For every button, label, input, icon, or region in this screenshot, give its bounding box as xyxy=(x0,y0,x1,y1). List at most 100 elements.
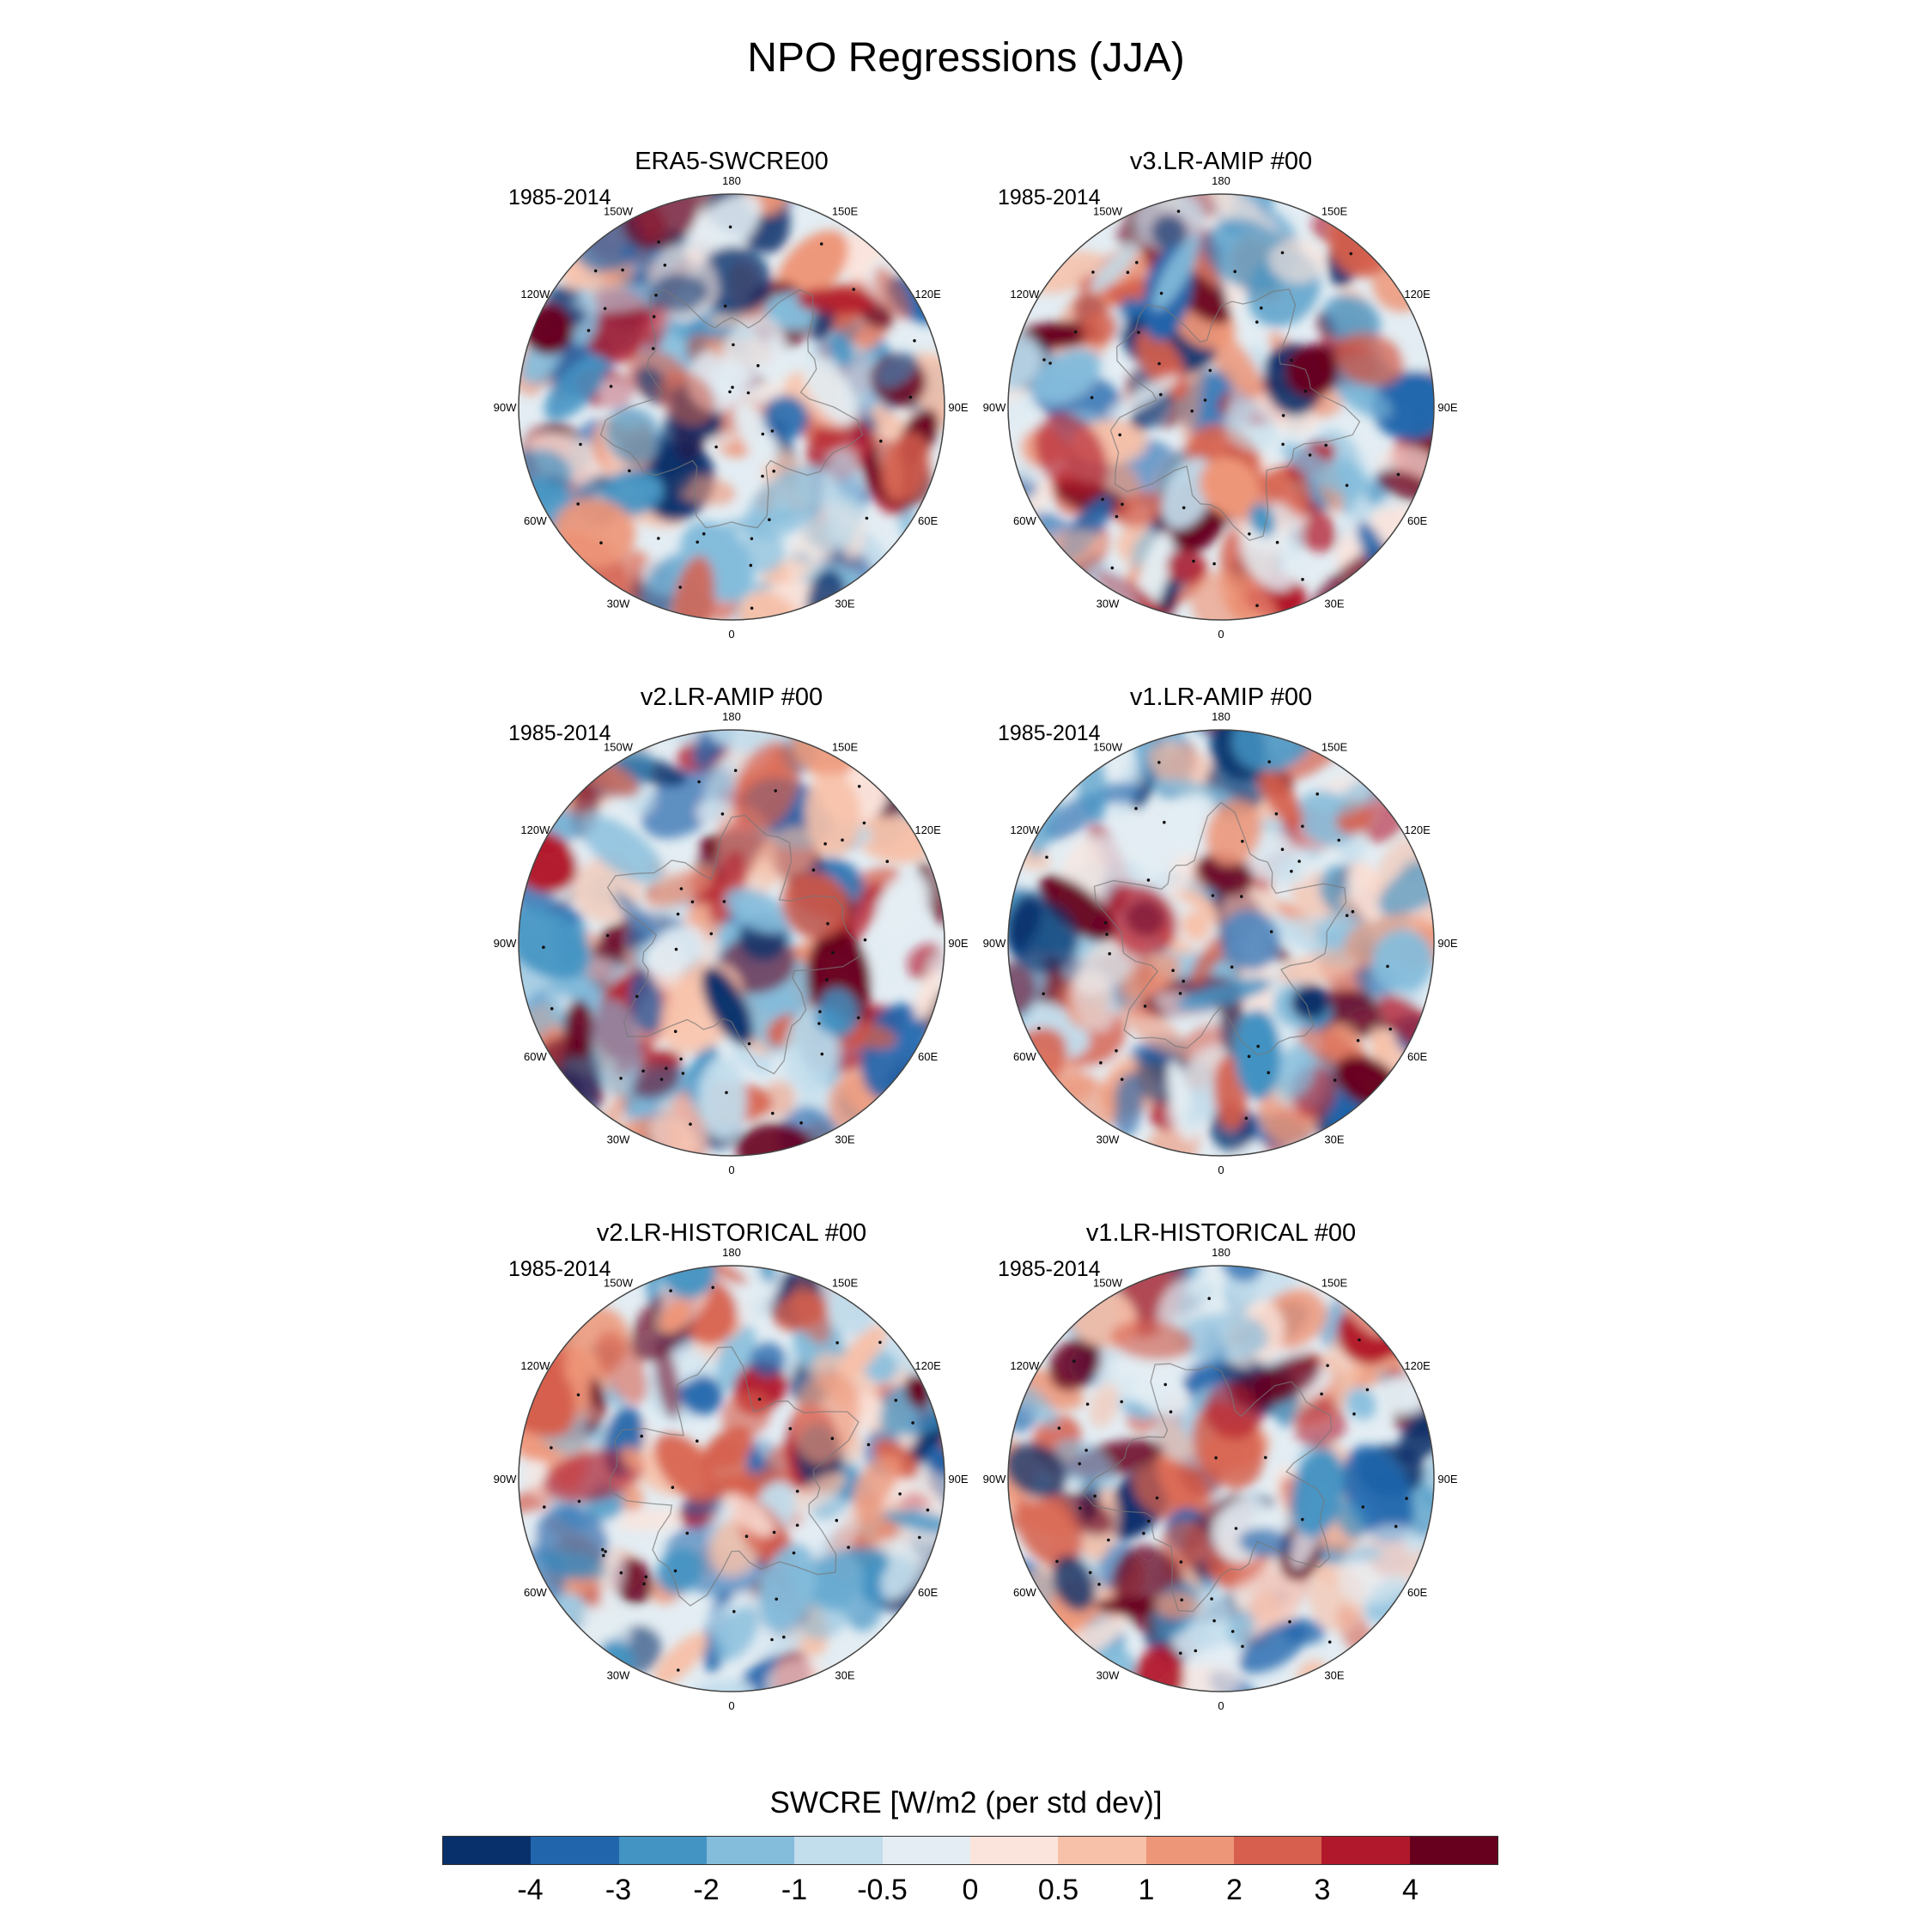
map-border xyxy=(518,1265,945,1692)
significance-dot xyxy=(732,343,735,347)
significance-dot xyxy=(731,386,734,389)
significance-dot xyxy=(642,1582,646,1586)
significance-dot xyxy=(603,307,607,311)
significance-dot xyxy=(1275,540,1279,544)
colorbar-tick-label: 0 xyxy=(962,1874,979,1906)
colorbar-box xyxy=(794,1837,883,1864)
longitude-label: 120W xyxy=(520,1359,550,1372)
significance-dot xyxy=(826,921,829,926)
longitude-label: 120E xyxy=(914,1359,941,1372)
significance-dot xyxy=(604,1550,607,1553)
panel-title: ERA5-SWCRE00 xyxy=(635,148,829,175)
longitude-label: 90E xyxy=(948,937,968,950)
anomaly-field xyxy=(1008,730,1434,1156)
significance-dot xyxy=(1345,483,1349,488)
significance-dot xyxy=(1090,396,1094,399)
anomaly-field xyxy=(1008,194,1434,620)
longitude-label: 120W xyxy=(1010,1359,1040,1372)
significance-dot xyxy=(1120,1078,1124,1081)
significance-dot xyxy=(1241,840,1244,843)
colorbar-tick-label: 3 xyxy=(1314,1874,1331,1906)
longitude-label: 30W xyxy=(607,1669,630,1682)
colorbar-box xyxy=(1233,1837,1322,1864)
significance-dot xyxy=(831,951,835,955)
significance-dot xyxy=(1230,1630,1235,1633)
longitude-label: 30W xyxy=(1097,1133,1120,1146)
significance-dot xyxy=(770,1637,774,1642)
longitude-label: 120W xyxy=(520,823,550,836)
significance-dot xyxy=(1351,909,1355,914)
panel-period: 1985-2014 xyxy=(998,1257,1101,1281)
significance-dot xyxy=(1057,1426,1061,1430)
polar-map: 180 150E 120E 90E 60E 30E 0 30W 60W 90W 120W 150W xyxy=(494,710,969,1176)
significance-dot xyxy=(674,947,678,951)
colorbar-box xyxy=(1321,1837,1410,1864)
significance-dot xyxy=(722,900,726,903)
significance-dot xyxy=(725,1091,728,1095)
significance-dot xyxy=(782,1635,786,1639)
significance-dot xyxy=(795,1489,799,1493)
significance-dot xyxy=(621,268,624,272)
longitude-label: 150E xyxy=(1321,740,1348,753)
significance-dot xyxy=(1303,389,1308,393)
significance-dot xyxy=(635,994,639,999)
longitude-label: 30W xyxy=(607,598,630,611)
significance-dot xyxy=(744,1534,749,1538)
longitude-label: 0 xyxy=(1218,1699,1224,1712)
significance-dot xyxy=(1256,1044,1260,1048)
significance-dot xyxy=(856,1016,860,1020)
significance-dot xyxy=(772,1530,776,1534)
significance-dot xyxy=(768,518,771,521)
significance-dot xyxy=(1169,1410,1173,1413)
anomaly-field xyxy=(519,1266,945,1692)
significance-dot xyxy=(685,1531,690,1535)
colorbar-box xyxy=(443,1837,532,1864)
significance-dot xyxy=(852,288,855,291)
significance-dot xyxy=(679,887,683,890)
significance-dot xyxy=(1386,964,1389,969)
longitude-label: 90W xyxy=(983,401,1006,414)
longitude-label: 150W xyxy=(604,740,634,753)
significance-dot xyxy=(709,932,714,936)
significance-dot xyxy=(1361,1505,1365,1509)
significance-dot xyxy=(1099,1060,1103,1065)
significance-dot xyxy=(795,1523,799,1528)
colorbar-box xyxy=(969,1837,1059,1864)
panel-title: v3.LR-AMIP #00 xyxy=(1129,148,1313,175)
significance-dot xyxy=(1091,270,1095,274)
significance-dot xyxy=(1327,1640,1332,1644)
colorbar-tick-label: -3 xyxy=(605,1874,632,1906)
significance-dot xyxy=(898,1492,902,1496)
significance-dot xyxy=(550,1446,553,1449)
significance-dot xyxy=(550,1006,554,1011)
significance-dot xyxy=(619,1077,623,1080)
longitude-label: 150W xyxy=(1093,1276,1123,1289)
significance-dot xyxy=(619,1571,623,1575)
significance-dot xyxy=(817,1022,821,1025)
significance-dot xyxy=(671,1485,675,1489)
longitude-label: 120E xyxy=(1404,823,1431,836)
significance-dot xyxy=(1048,361,1052,365)
longitude-label: 120E xyxy=(1404,1359,1431,1372)
polar-map: 180 150E 120E 90E 60E 30E 0 30W 60W 90W 120W 150W xyxy=(494,174,969,641)
significance-dot xyxy=(1159,291,1163,295)
colorbar xyxy=(442,1836,1498,1865)
significance-dot xyxy=(894,1399,898,1402)
significance-dot xyxy=(878,1340,882,1345)
coastline xyxy=(599,289,864,529)
significance-dot xyxy=(841,838,844,842)
longitude-label: 30W xyxy=(607,1133,630,1146)
panel-period: 1985-2014 xyxy=(508,1257,611,1281)
significance-dot xyxy=(652,315,656,319)
longitude-label: 150E xyxy=(1321,1276,1348,1289)
significance-dot xyxy=(879,439,883,443)
significance-dot xyxy=(1280,251,1285,255)
significance-dot xyxy=(605,933,610,938)
significance-dot xyxy=(1352,1412,1356,1416)
significance-dot xyxy=(1155,1496,1159,1500)
longitude-label: 120E xyxy=(914,288,941,301)
significance-dot xyxy=(847,1546,850,1549)
longitude-label: 180 xyxy=(1212,1246,1230,1259)
longitude-label: 90W xyxy=(494,1473,517,1485)
colorbar-tick-label: 0.5 xyxy=(1037,1874,1079,1906)
